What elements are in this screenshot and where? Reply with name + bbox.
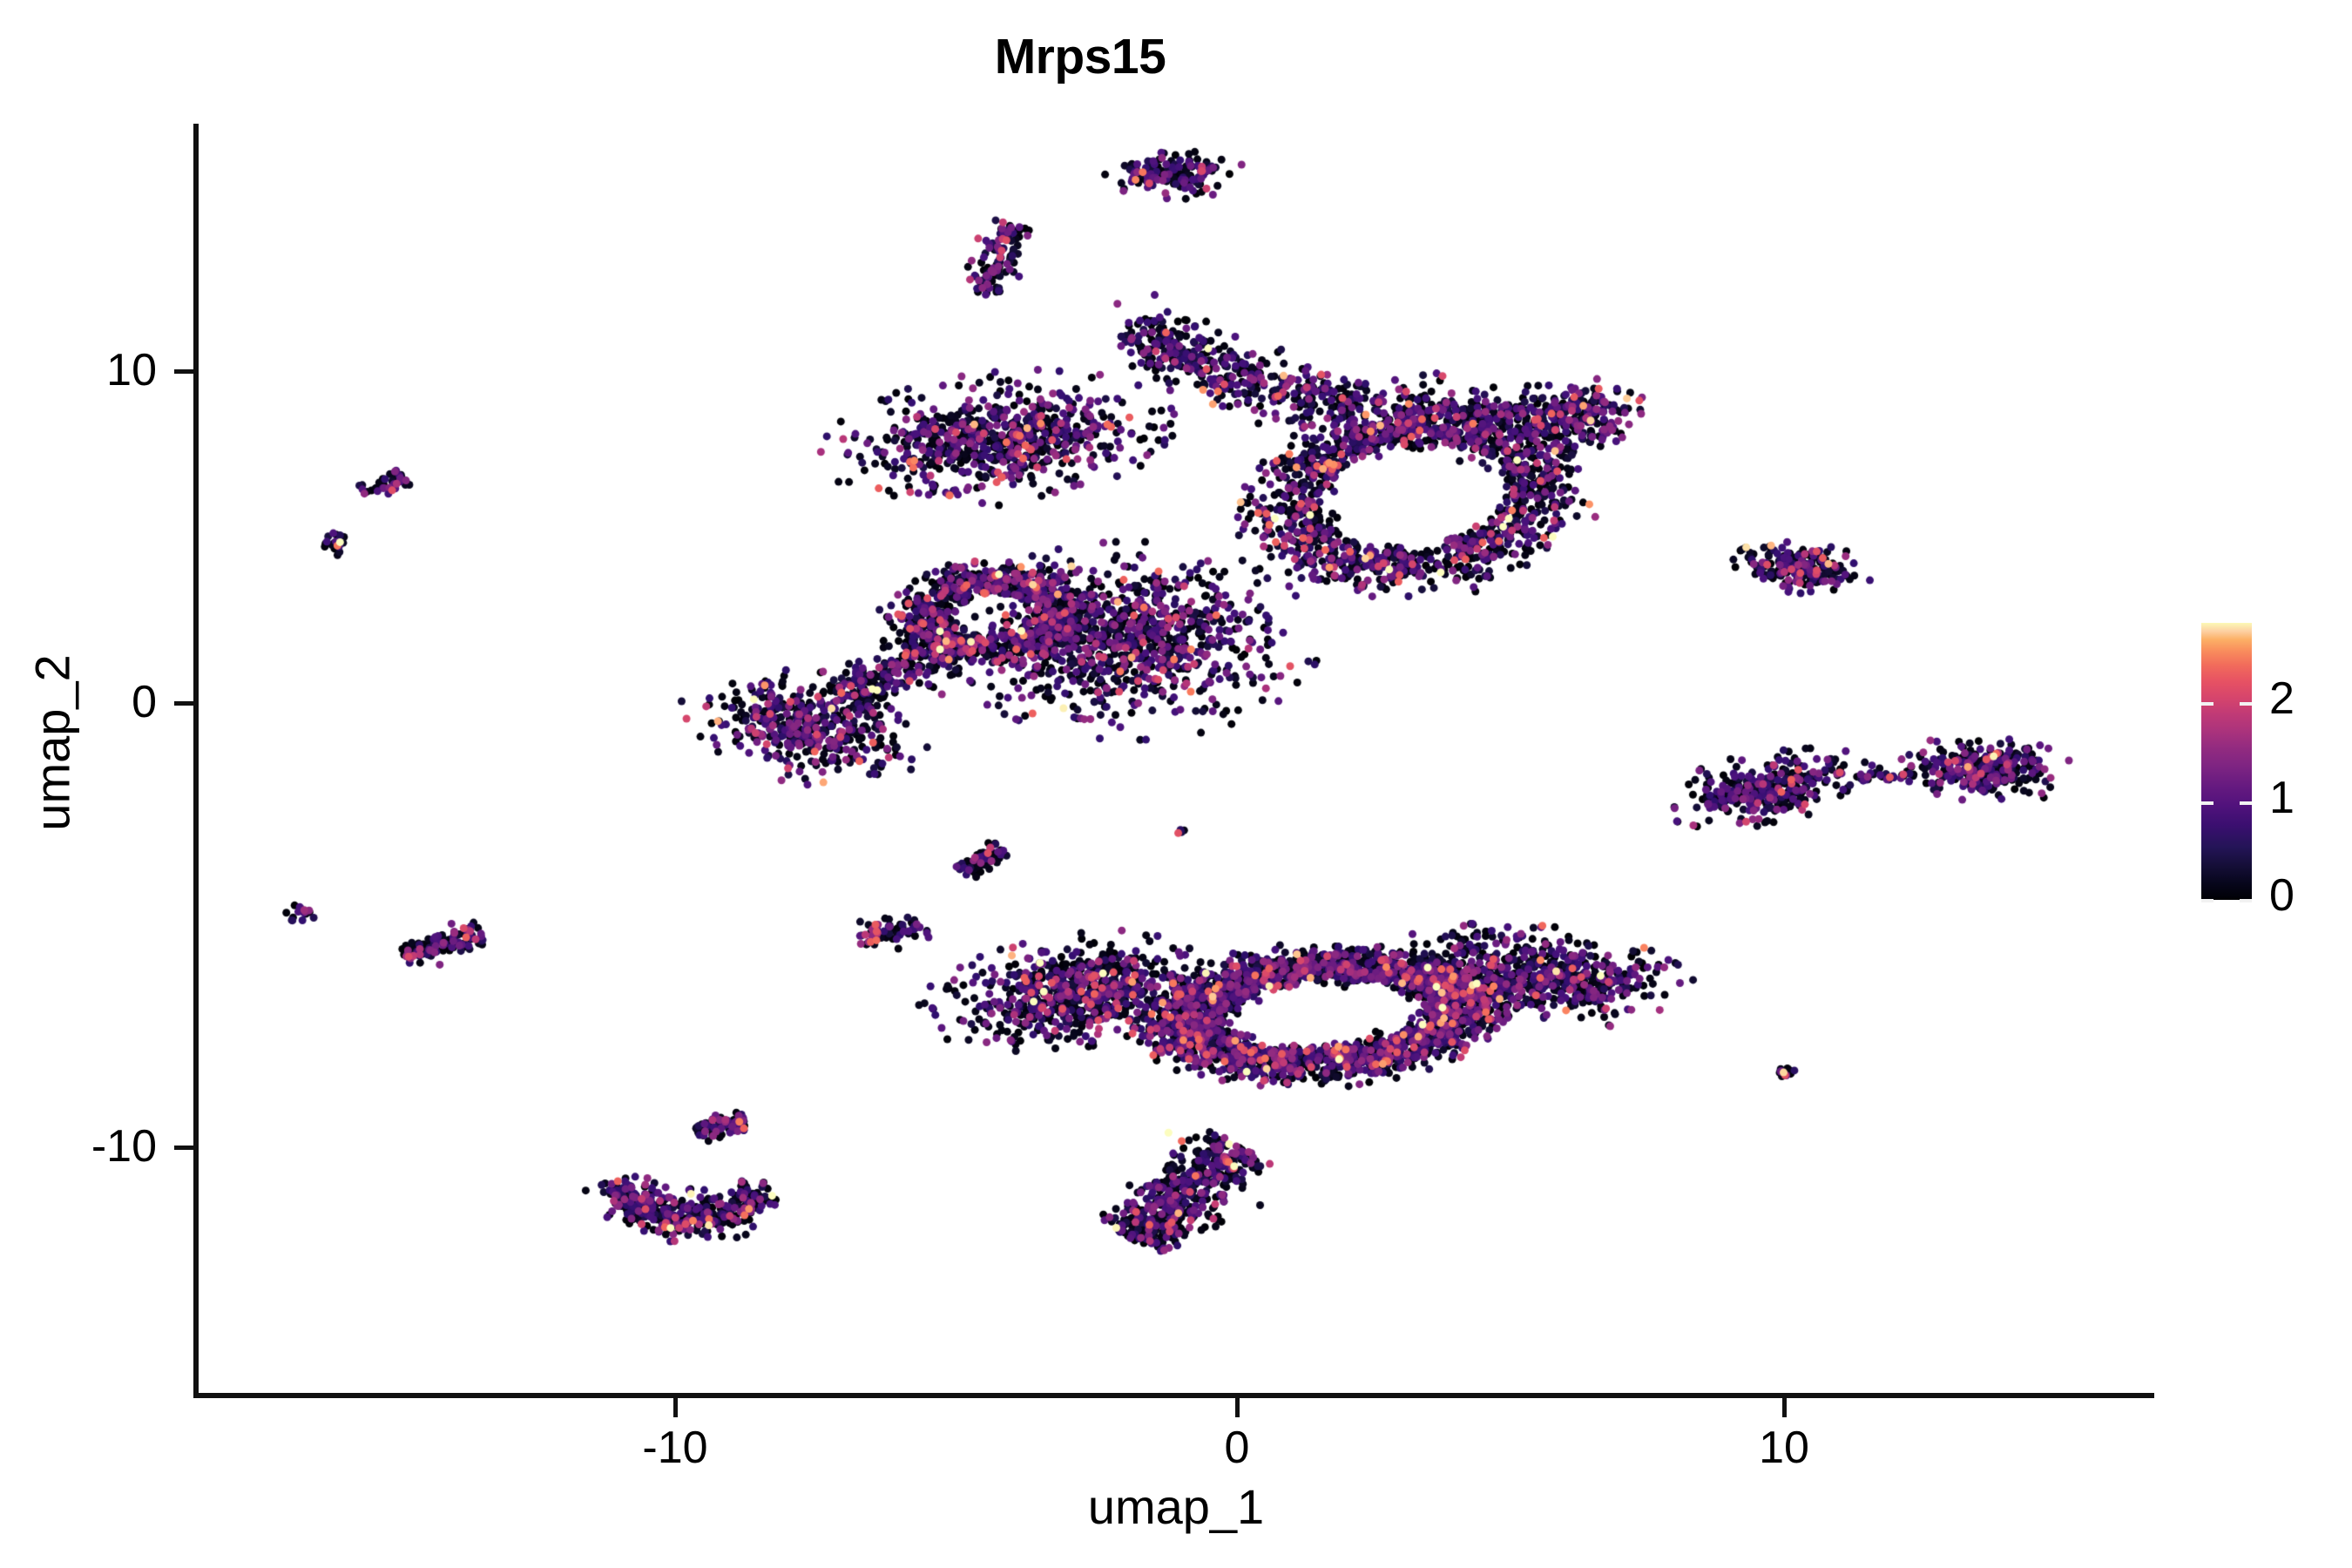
x-tick-label-neg10: -10 <box>642 1423 708 1473</box>
colorbar-tick-2-right <box>2240 702 2252 706</box>
page-title: Mrps15 <box>994 29 1166 84</box>
x-tick-mark-neg10 <box>673 1398 678 1417</box>
x-tick-mark-0 <box>1235 1398 1240 1417</box>
colorbar-legend: 2 1 0 <box>2201 623 2341 921</box>
colorbar-label-1: 1 <box>2269 773 2295 823</box>
y-tick-label-10: 10 <box>106 345 157 395</box>
y-tick-label-neg10: -10 <box>91 1121 157 1172</box>
x-tick-mark-10 <box>1782 1398 1787 1417</box>
y-axis-title: umap_2 <box>24 654 80 831</box>
colorbar-tick-0-left <box>2201 899 2213 902</box>
scatter-points-canvas <box>196 124 2154 1396</box>
x-tick-label-10: 10 <box>1759 1423 1809 1473</box>
x-axis-line <box>193 1393 2154 1398</box>
colorbar-tick-0-right <box>2240 899 2252 902</box>
y-tick-mark-neg10 <box>174 1146 193 1150</box>
y-tick-label-0: 0 <box>132 677 157 727</box>
x-axis-title: umap_1 <box>1087 1479 1265 1534</box>
colorbar-tick-2-left <box>2201 702 2213 706</box>
y-tick-mark-0 <box>174 701 193 706</box>
colorbar-tick-1-right <box>2240 801 2252 805</box>
colorbar-label-0: 0 <box>2269 870 2295 921</box>
x-tick-label-0: 0 <box>1224 1423 1250 1473</box>
y-tick-mark-10 <box>174 369 193 374</box>
plot-panel <box>196 124 2154 1396</box>
y-axis-line <box>193 124 199 1398</box>
colorbar-tick-1-left <box>2201 801 2213 805</box>
colorbar-gradient <box>2201 623 2252 900</box>
colorbar-label-2: 2 <box>2269 673 2295 724</box>
